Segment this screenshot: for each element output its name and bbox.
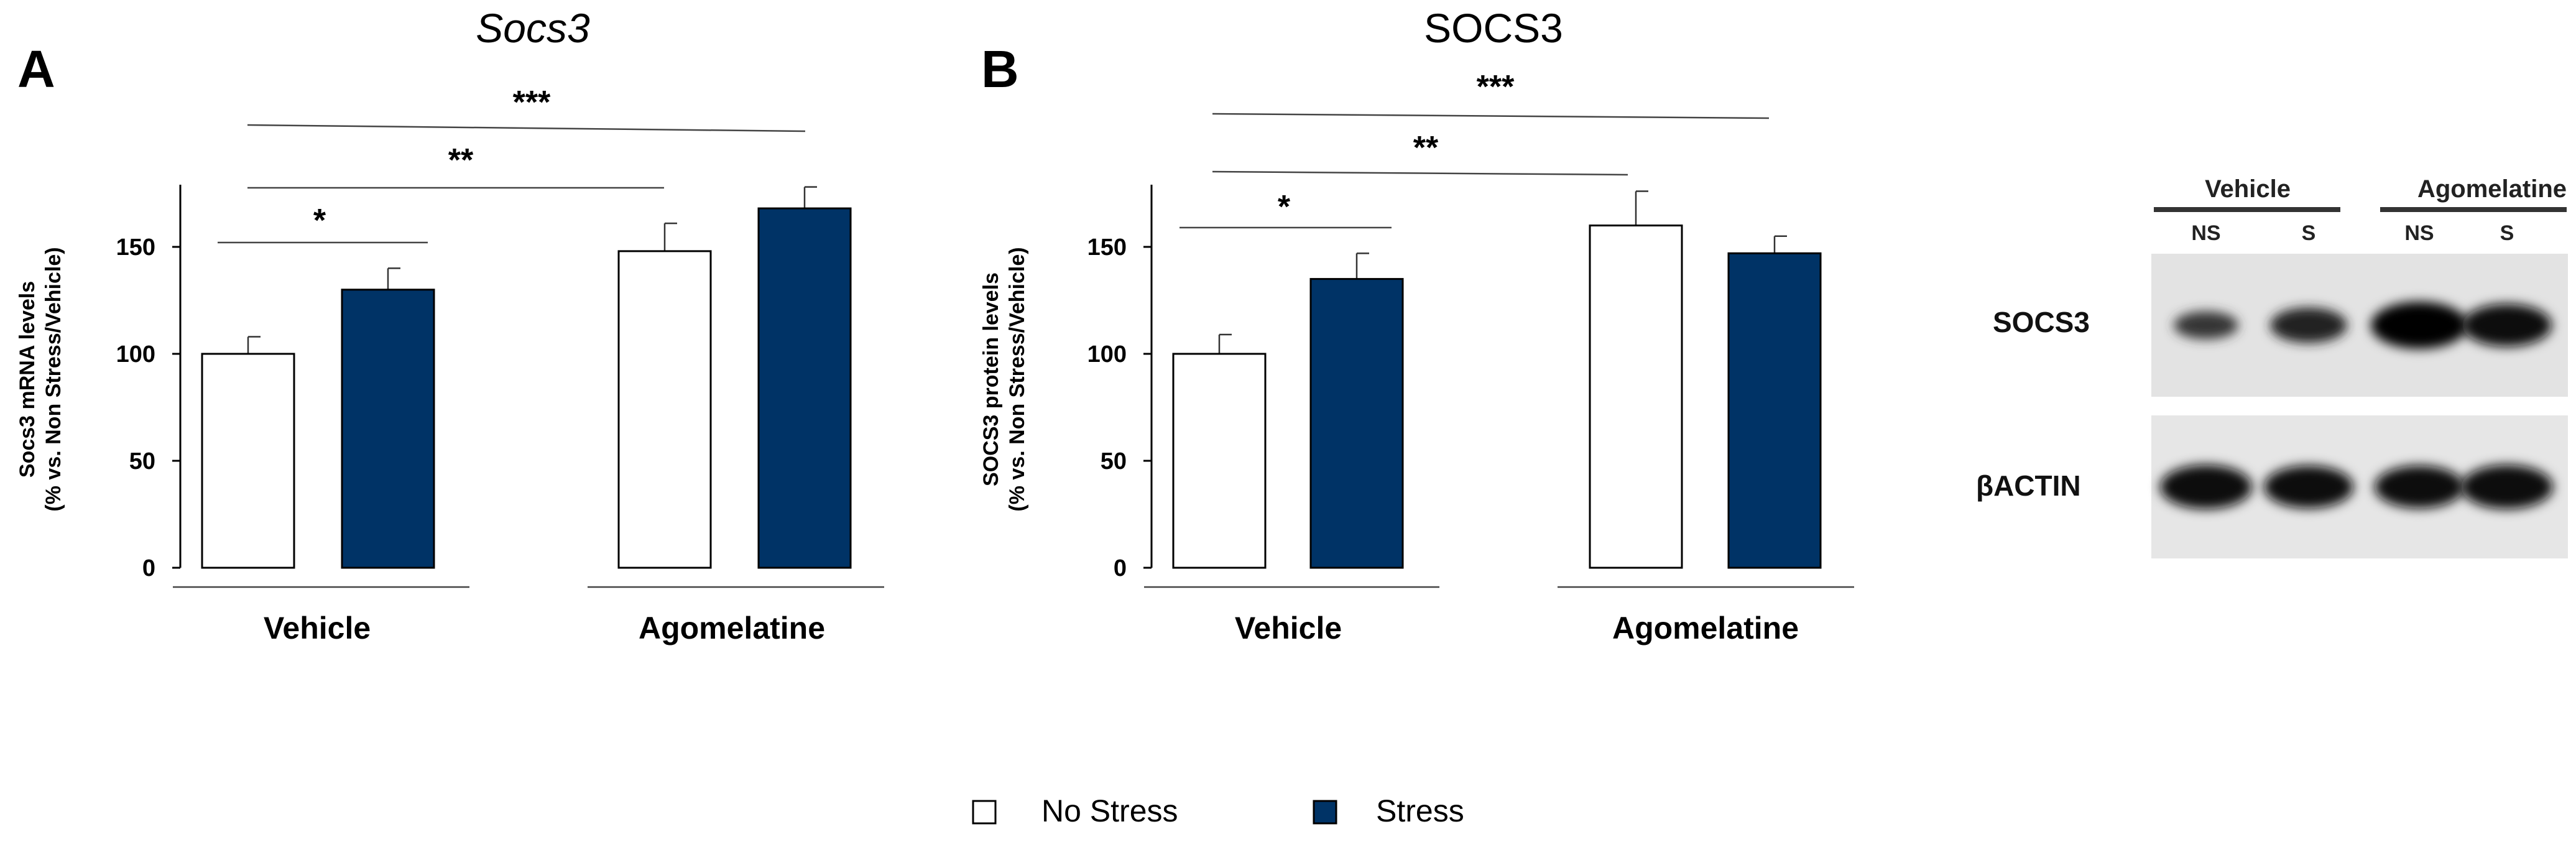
panel-a-bar-agomelatine-no-stress <box>617 250 712 569</box>
blot-band-actin-lane-3 <box>2375 465 2464 509</box>
panel-a-letter: A <box>17 40 55 98</box>
blot-band-socs3-lane-1 <box>2174 311 2238 340</box>
panel-b-ylabel-line1: SOCS3 protein levels <box>979 272 1003 486</box>
panel-b-bar-vehicle-no-stress <box>1172 353 1267 569</box>
panel-a-ytick-label: 0 <box>142 555 155 581</box>
panel-a-ytick-label: 150 <box>116 234 155 261</box>
blot-band-actin-lane-4 <box>2461 465 2553 509</box>
panel-a-ytick-label: 100 <box>116 341 155 368</box>
panel-b-sig-label-1: * <box>1278 189 1291 225</box>
blot-lane-label: NS <box>2191 221 2220 245</box>
panel-a-group-label-agomelatine: Agomelatine <box>639 611 825 645</box>
panel-a-sig-label-2: ** <box>448 142 474 178</box>
blot-band-socs3-lane-3 <box>2371 302 2468 349</box>
legend-label-stress: Stress <box>1376 793 1464 828</box>
panel-a-group-label-vehicle: Vehicle <box>264 611 371 645</box>
panel-a-title: Socs3 <box>476 5 590 51</box>
blot-band-actin-lane-2 <box>2264 465 2353 509</box>
legend-swatch-stress <box>1313 800 1337 825</box>
panel-b-ytick-label: 0 <box>1114 555 1127 581</box>
blot-group-label-vehicle: Vehicle <box>2205 175 2291 203</box>
panel-a-ylabel-line1: Socs3 mRNA levels <box>16 281 39 478</box>
panel-a-bar-vehicle-stress <box>341 289 435 569</box>
blot-group-label-agomelatine: Agomelatine <box>2417 175 2567 203</box>
panel-b-letter: B <box>981 40 1019 98</box>
panel-b-ylabel-line2: (% vs. Non Stress/Vehicle) <box>1005 247 1029 511</box>
legend-label-no-stress: No Stress <box>1041 793 1178 828</box>
western-blot: Vehicle Agomelatine NS S NS S SOCS3 βACT… <box>1976 175 2568 558</box>
blot-lane-label: S <box>2302 221 2316 245</box>
panel-a-sig-line-3 <box>247 124 806 132</box>
panel-b-ytick-label: 50 <box>1101 448 1127 474</box>
panel-a-bars <box>201 186 852 569</box>
panel-b-bar-vehicle-stress <box>1309 278 1404 569</box>
panel-b-ytick-label: 100 <box>1087 341 1127 368</box>
panel-b-bar-agomelatine-no-stress <box>1589 224 1683 569</box>
panel-b-group-label-agomelatine: Agomelatine <box>1612 611 1799 645</box>
panel-a-sig-label-3: *** <box>513 85 551 121</box>
blot-protein-label-actin: βACTIN <box>1976 470 2081 502</box>
panel-b-chart: B SOCS3 SOCS3 protein levels (% vs. Non … <box>979 5 1854 645</box>
panel-a-sig-label-1: * <box>313 203 326 239</box>
panel-b-bars <box>1172 190 1822 569</box>
blot-lane-label: NS <box>2404 221 2434 245</box>
panel-a-bar-vehicle-no-stress <box>201 353 295 569</box>
panel-b-group-label-vehicle: Vehicle <box>1235 611 1342 645</box>
blot-protein-label-socs3: SOCS3 <box>1993 306 2090 338</box>
blot-band-socs3-lane-2 <box>2270 307 2347 343</box>
panel-a-ylabel-line2: (% vs. Non Stress/Vehicle) <box>42 247 65 511</box>
blot-band-actin-lane-1 <box>2160 465 2252 509</box>
blot-band-socs3-lane-4 <box>2462 303 2552 347</box>
panel-b-title: SOCS3 <box>1424 5 1563 51</box>
panel-b-sig-line-3 <box>1212 113 1770 119</box>
legend-swatch-no-stress <box>972 800 997 825</box>
panel-a-ytick-label: 50 <box>129 448 155 474</box>
panel-b-sig-label-2: ** <box>1413 130 1439 166</box>
panel-b-sig-line-2 <box>1212 170 1628 176</box>
panel-b-bar-agomelatine-stress <box>1727 252 1822 569</box>
panel-b-sig-label-3: *** <box>1477 69 1515 105</box>
panel-a-chart: A Socs3 Socs3 mRNA levels (% vs. Non Str… <box>16 5 884 645</box>
legend: No Stress Stress <box>972 793 1464 828</box>
blot-bands <box>2160 302 2553 509</box>
panel-a-bar-agomelatine-stress <box>757 207 852 569</box>
panel-b-ytick-label: 150 <box>1087 234 1127 261</box>
blot-lane-label: S <box>2500 221 2514 245</box>
